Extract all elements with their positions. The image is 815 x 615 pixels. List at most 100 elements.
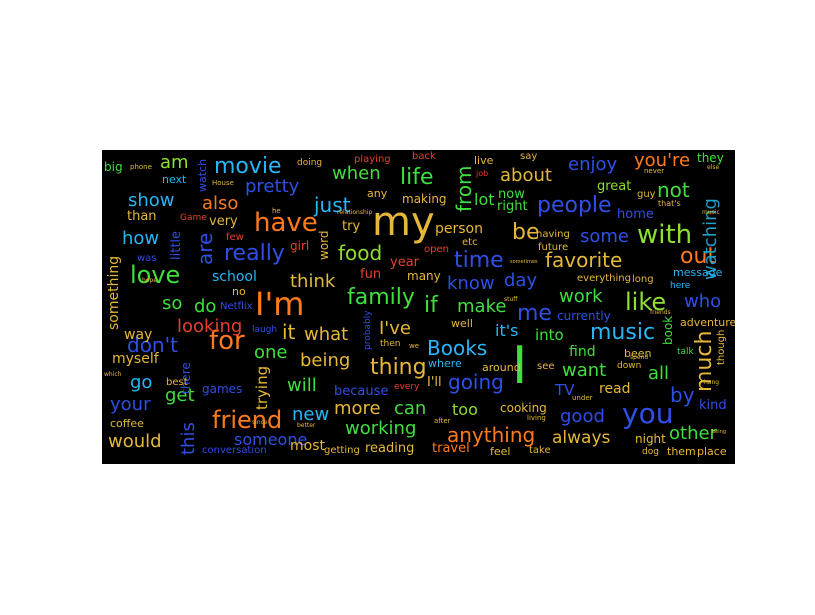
word: like <box>625 288 667 316</box>
word: have <box>254 208 318 238</box>
word: Books <box>427 336 488 360</box>
word: big <box>104 160 123 174</box>
word: family <box>347 285 415 310</box>
word: living <box>527 414 546 422</box>
word: probably <box>363 310 373 351</box>
word: say <box>520 151 538 162</box>
word: year <box>390 255 420 270</box>
word: though <box>716 329 727 365</box>
word: working <box>345 418 417 439</box>
word: TV <box>555 381 575 399</box>
word: dog <box>642 447 659 457</box>
word: since <box>252 419 268 426</box>
word: how <box>122 228 160 249</box>
word: hang <box>704 379 720 386</box>
word: stuff <box>504 296 518 303</box>
word: love <box>130 261 181 289</box>
word: am <box>160 152 189 173</box>
word: book <box>661 315 675 345</box>
word: with <box>637 220 693 250</box>
word: one <box>254 342 288 363</box>
word: phone <box>130 163 152 171</box>
word: here <box>670 281 691 291</box>
word: being <box>712 429 726 435</box>
word: conversation <box>202 445 267 456</box>
word: under <box>572 394 593 402</box>
word: this <box>178 422 199 455</box>
word: future <box>538 242 569 253</box>
word: place <box>697 445 727 458</box>
word: laugh <box>252 325 278 335</box>
word: life <box>400 165 434 190</box>
word: hope <box>142 277 157 284</box>
word: well <box>451 317 473 330</box>
word: your <box>110 394 151 415</box>
word: which <box>104 371 122 378</box>
word: work <box>559 286 603 307</box>
word: for <box>209 326 245 356</box>
word-cloud: my I I'm have with you like for love fri… <box>102 150 735 464</box>
word: else <box>707 164 720 171</box>
word: long <box>632 274 654 285</box>
word: friends <box>650 309 671 316</box>
word: he <box>272 207 281 215</box>
word: never <box>644 167 665 175</box>
word: know <box>447 273 495 294</box>
word: get <box>165 385 195 406</box>
word: I <box>512 336 528 396</box>
word: time <box>454 248 504 273</box>
word: spend <box>630 354 649 361</box>
word: take <box>529 445 551 456</box>
word: from <box>452 165 476 212</box>
word: House <box>212 179 234 187</box>
word: playing <box>354 154 391 165</box>
word: reading <box>365 441 415 456</box>
word: Game <box>180 213 207 223</box>
word: find <box>569 344 596 360</box>
word: too <box>452 400 478 419</box>
word: see <box>537 361 555 372</box>
word: what <box>304 324 349 345</box>
word: you're <box>634 150 691 171</box>
word: new <box>292 404 330 425</box>
word: really <box>224 241 285 266</box>
word: my <box>372 199 435 245</box>
word: many <box>407 269 441 283</box>
word: around <box>482 361 521 374</box>
word: no <box>232 285 246 298</box>
word: going <box>448 370 504 394</box>
word: next <box>162 173 187 186</box>
word: it <box>282 320 296 344</box>
word: making <box>402 192 447 206</box>
word: want <box>562 360 607 381</box>
word: way <box>124 327 153 343</box>
word: out <box>680 244 717 269</box>
word: live <box>474 154 494 167</box>
word: down <box>617 361 642 371</box>
word: lot <box>474 190 495 209</box>
word: cooking <box>500 401 547 415</box>
word: think <box>290 271 336 292</box>
word: best <box>166 377 188 388</box>
word: Netflix <box>220 301 253 312</box>
word: because <box>334 384 389 399</box>
word: adventure <box>680 316 735 329</box>
word: movie <box>214 154 282 179</box>
word: feel <box>490 445 511 458</box>
word: trying <box>253 365 271 410</box>
word: good <box>560 406 605 427</box>
word: don't <box>127 333 178 357</box>
word: more <box>334 398 381 419</box>
word: music <box>702 209 720 216</box>
word: school <box>212 269 257 285</box>
word: relationship <box>337 209 373 216</box>
word: doing <box>297 158 323 168</box>
word: pretty <box>245 176 300 197</box>
word: talk <box>677 347 694 357</box>
word: all <box>648 363 670 384</box>
word: sometimes <box>510 259 538 265</box>
word: being <box>300 350 351 371</box>
word: message <box>673 266 723 279</box>
word: very <box>209 214 238 229</box>
word: you <box>622 397 674 430</box>
